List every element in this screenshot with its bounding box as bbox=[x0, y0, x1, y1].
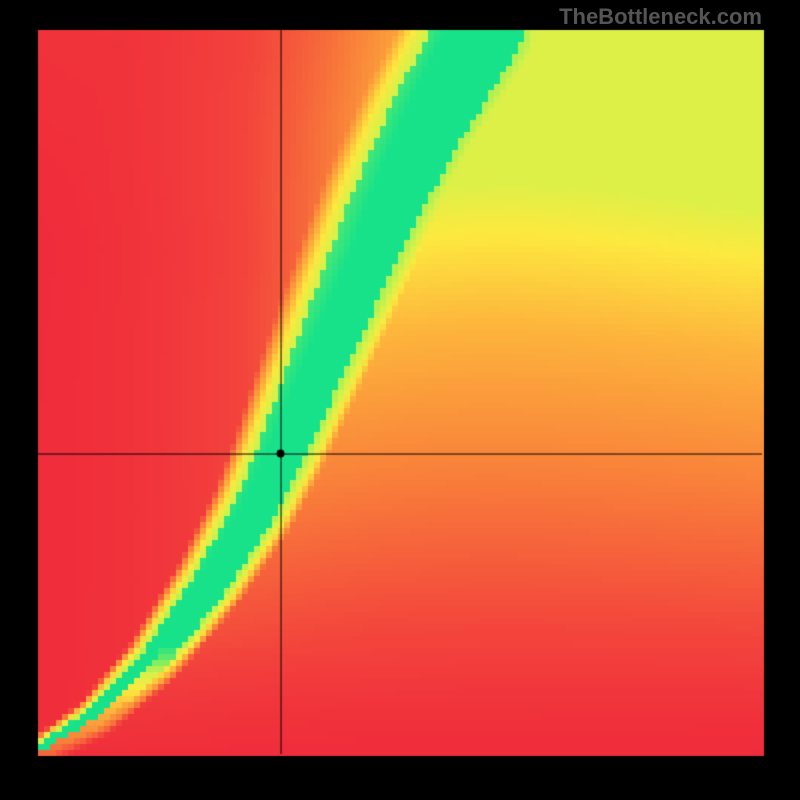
watermark-text: TheBottleneck.com bbox=[559, 4, 762, 30]
bottleneck-heatmap bbox=[0, 0, 800, 800]
